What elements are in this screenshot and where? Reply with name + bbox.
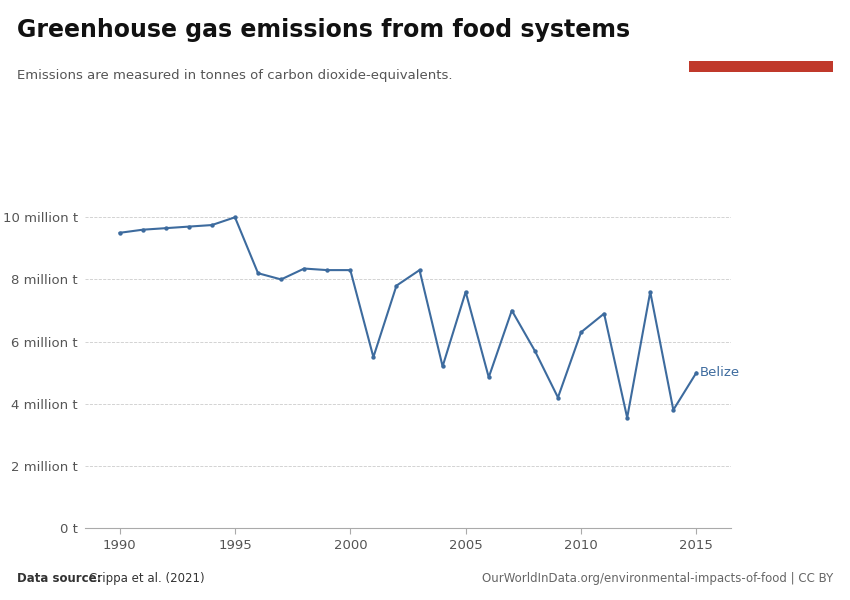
Point (575, 328, 588, 337)
Point (159, 223, 173, 233)
Text: Greenhouse gas emissions from food systems: Greenhouse gas emissions from food syste… (17, 18, 630, 42)
Point (551, 392, 564, 402)
Point (643, 287, 657, 296)
Point (505, 305, 518, 316)
Point (366, 352, 380, 362)
Point (320, 265, 334, 275)
Point (528, 346, 541, 356)
Point (620, 413, 634, 422)
Text: Crippa et al. (2021): Crippa et al. (2021) (89, 572, 205, 585)
Point (436, 362, 450, 371)
Text: Our World: Our World (725, 22, 796, 35)
Point (113, 228, 127, 238)
Point (666, 405, 680, 415)
Point (689, 368, 703, 377)
Text: OurWorldInData.org/environmental-impacts-of-food | CC BY: OurWorldInData.org/environmental-impacts… (482, 572, 833, 585)
Text: Data source:: Data source: (17, 572, 105, 585)
Point (275, 275, 288, 284)
Point (205, 220, 218, 230)
Point (343, 265, 357, 275)
Point (182, 222, 196, 232)
FancyBboxPatch shape (688, 61, 833, 72)
Text: Emissions are measured in tonnes of carbon dioxide-equivalents.: Emissions are measured in tonnes of carb… (17, 69, 452, 82)
Text: in Data: in Data (735, 40, 786, 53)
Point (413, 265, 427, 275)
Point (228, 212, 241, 222)
Point (459, 287, 473, 296)
Point (482, 373, 496, 382)
Point (598, 309, 611, 319)
Point (252, 268, 265, 278)
Point (389, 281, 403, 290)
Point (136, 225, 150, 235)
Point (298, 264, 311, 274)
Text: Belize: Belize (700, 366, 740, 379)
